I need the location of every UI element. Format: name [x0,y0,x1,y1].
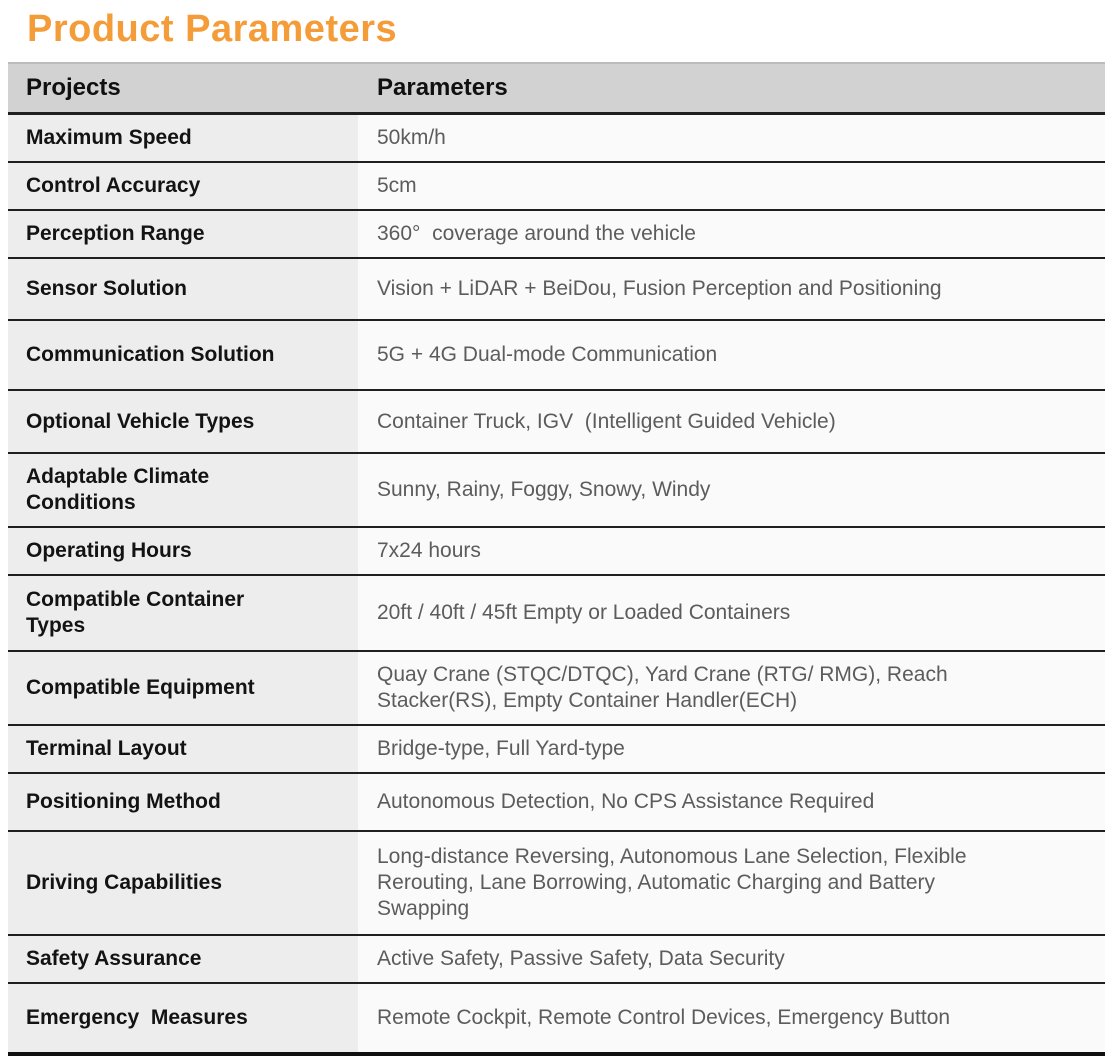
row-label: Communication Solution [26,343,275,366]
row-value: Long-distance Reversing, Autonomous Lane… [377,845,967,920]
table-row: Control Accuracy 5cm [8,161,1105,209]
row-label-cell: Control Accuracy [8,163,358,209]
row-value-cell: 360° coverage around the vehicle [358,211,1105,257]
row-label: Compatible Container Types [26,588,245,637]
row-value: Quay Crane (STQC/DTQC), Yard Crane (RTG/… [377,663,948,712]
column-header-parameters: Parameters [377,74,508,101]
row-value: 20ft / 40ft / 45ft Empty or Loaded Conta… [377,601,791,624]
row-value-cell: Autonomous Detection, No CPS Assistance … [358,774,1105,830]
row-label: Sensor Solution [26,277,188,300]
row-value: 360° coverage around the vehicle [377,222,696,245]
row-label-cell: Terminal Layout [8,726,358,772]
row-label: Safety Assurance [26,947,202,970]
row-label-cell: Communication Solution [8,321,358,389]
row-label-cell: Sensor Solution [8,259,358,319]
row-value-cell: Container Truck, IGV (Intelligent Guided… [358,391,1105,452]
row-value-cell: Remote Cockpit, Remote Control Devices, … [358,984,1105,1052]
row-value-cell: Active Safety, Passive Safety, Data Secu… [358,936,1105,982]
table-header-row: Projects Parameters [8,62,1105,115]
table-row: Optional Vehicle Types Container Truck, … [8,389,1105,452]
row-value-cell: Vision + LiDAR + BeiDou, Fusion Percepti… [358,259,1105,319]
row-label-cell: Positioning Method [8,774,358,830]
table-row: Perception Range 360° coverage around th… [8,209,1105,257]
table-body: Maximum Speed 50km/h Control Accuracy 5c… [8,115,1105,1052]
row-label-cell: Optional Vehicle Types [8,391,358,452]
row-value-cell: 7x24 hours [358,528,1105,574]
row-label-cell: Compatible Equipment [8,652,358,724]
row-label-cell: Compatible Container Types [8,576,358,650]
table-row: Compatible Equipment Quay Crane (STQC/DT… [8,650,1105,724]
row-label-cell: Perception Range [8,211,358,257]
row-label-cell: Adaptable Climate Conditions [8,454,358,526]
table-row: Maximum Speed 50km/h [8,115,1105,161]
table-row: Driving Capabilities Long-distance Rever… [8,830,1105,934]
column-header-projects: Projects [26,74,121,101]
row-label: Perception Range [26,222,205,245]
row-value: Remote Cockpit, Remote Control Devices, … [377,1006,951,1029]
row-label-cell: Safety Assurance [8,936,358,982]
row-label-cell: Emergency Measures [8,984,358,1052]
row-value: Sunny, Rainy, Foggy, Snowy, Windy [377,478,711,501]
row-label-cell: Driving Capabilities [8,832,358,934]
row-value: Active Safety, Passive Safety, Data Secu… [377,947,785,970]
row-value: Vision + LiDAR + BeiDou, Fusion Percepti… [377,277,942,300]
table-row: Safety Assurance Active Safety, Passive … [8,934,1105,982]
table-row: Communication Solution 5G + 4G Dual-mode… [8,319,1105,389]
row-value: 7x24 hours [377,539,481,562]
table-row: Compatible Container Types 20ft / 40ft /… [8,574,1105,650]
row-value-cell: 5G + 4G Dual-mode Communication [358,321,1105,389]
row-label: Maximum Speed [26,126,192,149]
row-value-cell: Quay Crane (STQC/DTQC), Yard Crane (RTG/… [358,652,1105,724]
table-row: Adaptable Climate Conditions Sunny, Rain… [8,452,1105,526]
row-value-cell: 20ft / 40ft / 45ft Empty or Loaded Conta… [358,576,1105,650]
row-label: Operating Hours [26,539,192,562]
table-row: Terminal Layout Bridge-type, Full Yard-t… [8,724,1105,772]
row-label-cell: Maximum Speed [8,115,358,161]
page-title: Product Parameters [27,8,398,50]
row-value-cell: Bridge-type, Full Yard-type [358,726,1105,772]
row-label: Positioning Method [26,790,221,813]
row-value-cell: Long-distance Reversing, Autonomous Lane… [358,832,1105,934]
table-row: Emergency Measures Remote Cockpit, Remot… [8,982,1105,1052]
row-value: Bridge-type, Full Yard-type [377,737,625,760]
table-row: Operating Hours 7x24 hours [8,526,1105,574]
row-label: Compatible Equipment [26,676,255,699]
row-value: Autonomous Detection, No CPS Assistance … [377,790,875,813]
row-label: Control Accuracy [26,174,201,197]
row-label: Optional Vehicle Types [26,409,255,433]
parameters-table: Projects Parameters Maximum Speed 50km/h… [8,62,1105,1056]
row-value-cell: 5cm [358,163,1105,209]
row-label: Adaptable Climate Conditions [26,465,210,514]
table-row: Positioning Method Autonomous Detection,… [8,772,1105,830]
row-label: Emergency Measures [26,1006,248,1029]
row-label-cell: Operating Hours [8,528,358,574]
table-row: Sensor Solution Vision + LiDAR + BeiDou,… [8,257,1105,319]
row-value: 50km/h [377,126,446,149]
row-value: Container Truck, IGV (Intelligent Guided… [377,409,836,433]
row-value: 5cm [377,174,417,197]
row-value-cell: Sunny, Rainy, Foggy, Snowy, Windy [358,454,1105,526]
row-label: Terminal Layout [26,737,187,760]
row-label: Driving Capabilities [26,871,223,894]
row-value-cell: 50km/h [358,115,1105,161]
row-value: 5G + 4G Dual-mode Communication [377,343,718,366]
